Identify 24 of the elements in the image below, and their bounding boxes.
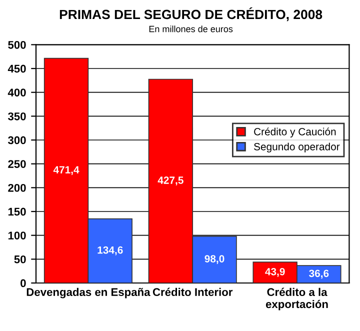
- data-label: 36,6: [309, 270, 329, 279]
- x-tick-label: Devengadas en España: [26, 288, 150, 298]
- x-tick-label: Crédito a la exportación: [266, 288, 328, 310]
- y-tick-label: 200: [8, 184, 26, 192]
- y-tick-label: 300: [8, 136, 26, 144]
- data-label: 43,9: [265, 268, 285, 277]
- y-tick-label: 50: [14, 255, 26, 264]
- y-tick-label: 400: [8, 88, 26, 96]
- x-tick-label: Crédito Interior: [152, 288, 233, 296]
- y-tick-label: 100: [8, 232, 26, 240]
- y-tick-label: 350: [8, 112, 26, 120]
- legend-label: Crédito y Caución: [254, 128, 336, 138]
- y-tick-label: 150: [8, 208, 26, 216]
- y-tick-label: 450: [8, 64, 26, 73]
- y-tick-label: 250: [8, 160, 26, 168]
- y-tick-label: 500: [8, 40, 26, 49]
- data-label: 134,6: [98, 246, 123, 256]
- data-label: 427,5: [158, 176, 184, 186]
- chart-subtitle: En millones de euros: [149, 26, 233, 32]
- y-tick-label: 0: [20, 279, 26, 288]
- data-label: 471,4: [53, 166, 80, 175]
- data-label: 98,0: [204, 255, 224, 264]
- chart-title: PRIMAS DEL SEGURO DE CRÉDITO, 2008: [60, 7, 322, 22]
- legend-label: Segundo operador: [254, 142, 340, 152]
